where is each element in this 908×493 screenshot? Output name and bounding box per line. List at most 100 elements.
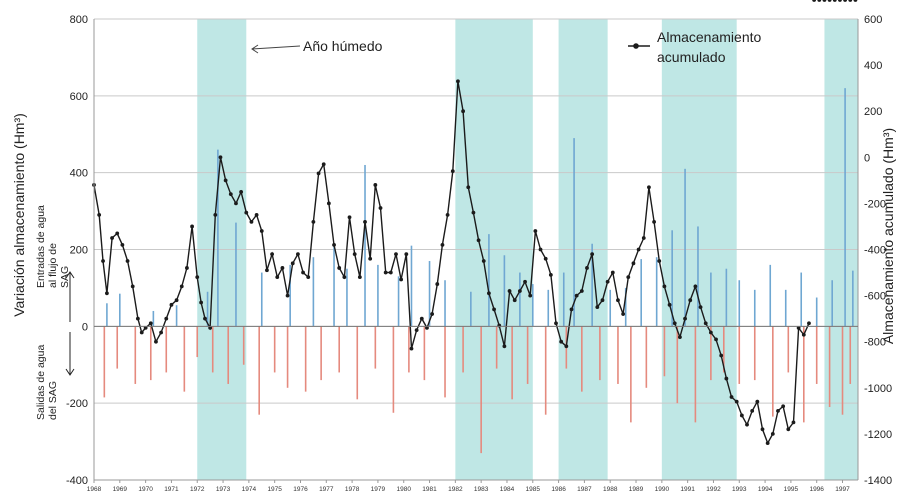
- cumulative-point: [605, 279, 610, 284]
- cumulative-point: [148, 321, 153, 326]
- cumulative-point: [159, 330, 164, 335]
- outflow-bar: [511, 326, 513, 400]
- right-tick-label-1: -1200: [864, 429, 892, 441]
- cumulative-point: [347, 215, 352, 220]
- cumulative-point: [678, 335, 682, 339]
- x-tick-label-22: 1990: [655, 486, 670, 493]
- right-tick-label-7: 0: [864, 152, 870, 164]
- outflow-bar: [183, 326, 186, 392]
- inflow-bar: [640, 259, 642, 327]
- cumulative-point: [492, 307, 496, 312]
- cumulative-point: [244, 210, 249, 215]
- cumulative-point: [342, 275, 347, 280]
- cumulative-point: [641, 236, 646, 240]
- inflow-bar: [217, 149, 219, 327]
- inflow-bar: [106, 303, 108, 327]
- left-axis-ticks: -400 -200 0 200 400 600 800: [66, 14, 88, 487]
- x-tick-label-9: 1977: [319, 486, 334, 493]
- cumulative-point: [791, 420, 796, 425]
- x-tick-label-26: 1994: [758, 486, 773, 493]
- x-tick-label-8: 1976: [293, 486, 308, 493]
- cumulative-point: [693, 284, 698, 289]
- x-tick-label-19: 1987: [577, 486, 592, 493]
- cumulative-point: [285, 293, 290, 298]
- x-tick-label-11: 1979: [371, 486, 386, 493]
- x-tick-label-25: 1993: [732, 486, 747, 493]
- x-axis-ticks: 1968 1969 1970 1971 1972 1973 1974 1975 1976 1977…: [87, 480, 850, 493]
- right-tick-label-10: 600: [864, 14, 882, 26]
- x-tick-label-15: 1983: [474, 486, 489, 493]
- inflow-bar: [697, 226, 699, 327]
- x-tick-label-24: 1992: [706, 486, 721, 493]
- inflow-bar: [428, 261, 431, 327]
- cumulative-point: [647, 185, 651, 190]
- cumulative-point: [135, 316, 140, 321]
- outflow-bar: [722, 326, 725, 373]
- cumulative-point: [528, 293, 533, 298]
- cumulative-point: [445, 213, 450, 217]
- outflow-bar: [495, 326, 498, 369]
- inflow-label-line-3: SAG: [59, 266, 71, 288]
- outflow-bar: [676, 326, 679, 404]
- outflow-bar: [544, 326, 547, 415]
- x-tick-label-0: 1968: [87, 486, 102, 493]
- outflow-bar: [581, 326, 583, 392]
- cumulative-point: [760, 427, 765, 432]
- cumulative-point: [296, 252, 300, 257]
- cumulative-point: [461, 109, 465, 114]
- outflow-bar: [149, 326, 152, 381]
- inflow-bar: [725, 268, 728, 327]
- outflow-bar: [802, 326, 805, 423]
- inflow-bar: [235, 222, 237, 327]
- cumulative-point: [667, 302, 672, 307]
- cumulative-point: [481, 259, 486, 263]
- cumulative-point: [626, 275, 631, 280]
- cumulative-point: [843, 0, 847, 2]
- cumulative-point: [164, 316, 169, 321]
- inflow-bar: [573, 138, 575, 327]
- left-tick-label-5: 600: [70, 91, 88, 103]
- x-tick-label-1: 1969: [113, 486, 128, 493]
- cumulative-point: [259, 229, 264, 233]
- x-tick-label-13: 1981: [422, 486, 437, 493]
- inflow-bar: [609, 289, 612, 327]
- left-tick-label-6: 800: [70, 14, 88, 26]
- cumulative-point: [719, 353, 724, 358]
- inflow-bar: [488, 234, 490, 327]
- outflow-label-line-2: del SAG: [47, 381, 59, 420]
- wet-year-arrow-icon: [251, 44, 301, 54]
- cumulative-point: [419, 316, 424, 321]
- cumulative-point: [724, 376, 729, 381]
- x-tick-label-7: 1975: [267, 486, 282, 493]
- outflow-bar: [663, 326, 666, 377]
- cumulative-point: [786, 427, 791, 432]
- cumulative-point: [652, 219, 656, 224]
- cumulative-point: [154, 339, 158, 344]
- cumulative-point: [817, 0, 822, 2]
- outflow-bar: [304, 326, 307, 392]
- inflow-bar: [206, 291, 209, 327]
- cumulative-point: [631, 261, 636, 266]
- inflow-bar: [684, 168, 686, 327]
- cumulative-point: [185, 266, 189, 270]
- cumulative-point: [698, 305, 703, 310]
- right-axis-title: Almacenamiento acumulado (Hm³): [880, 128, 896, 344]
- inflow-side-label: Entradas de agua al flujo de SAG: [35, 205, 71, 288]
- cumulative-point: [456, 79, 460, 84]
- cumulative-point: [337, 266, 342, 270]
- water-flow-bars: [103, 88, 854, 454]
- cumulative-point: [600, 298, 605, 303]
- cumulative-point: [781, 404, 786, 409]
- cumulative-storage-line: [92, 0, 858, 446]
- cumulative-point: [199, 300, 204, 305]
- cumulative-point: [487, 291, 491, 296]
- cumulative-point: [476, 238, 481, 243]
- inflow-bar: [470, 291, 472, 327]
- cumulative-point: [734, 399, 739, 404]
- x-tick-label-2: 1970: [138, 486, 153, 493]
- cumulative-point: [326, 201, 331, 206]
- cumulative-point: [770, 432, 775, 436]
- outflow-bar: [815, 326, 818, 384]
- x-tick-label-14: 1982: [448, 486, 463, 493]
- outflow-bar: [630, 326, 632, 423]
